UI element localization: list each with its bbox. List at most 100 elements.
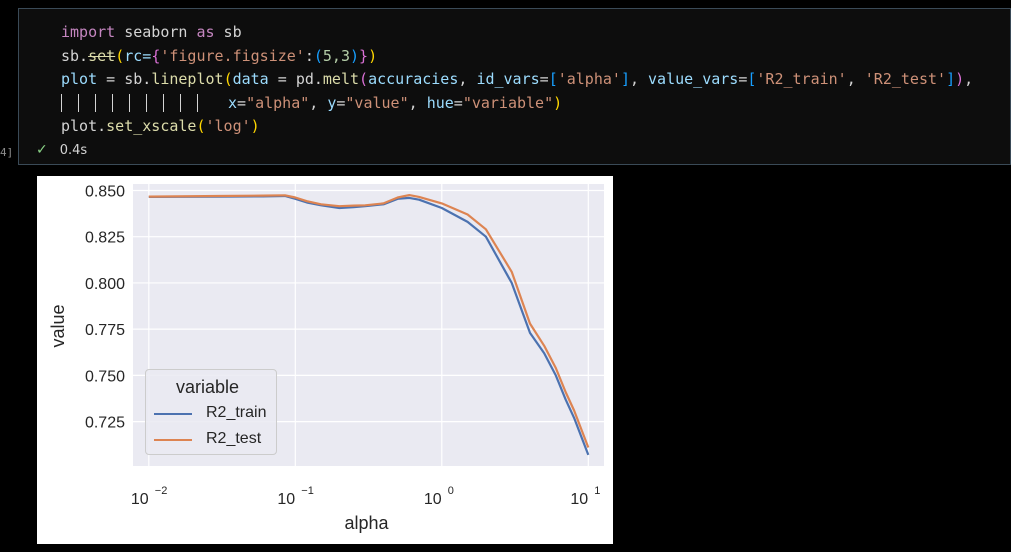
token: plot: [61, 70, 98, 88]
token: ]: [946, 70, 956, 88]
legend-item-test: R2_test: [154, 430, 274, 450]
x-tick-exponent: 1: [594, 485, 600, 497]
legend-swatch: [154, 413, 192, 415]
token: data: [232, 70, 269, 88]
indent-guide: [95, 93, 112, 112]
x-tick-exponent: 0: [448, 485, 454, 497]
token: =: [453, 93, 463, 112]
token: rc=: [124, 46, 152, 65]
legend-label: R2_test: [206, 430, 262, 447]
token: ): [553, 93, 563, 112]
series-line-R2_train: [148, 194, 590, 456]
token: {: [151, 46, 161, 65]
token: 'figure.figsize': [160, 46, 305, 65]
token: y: [327, 93, 337, 112]
token: pd.: [295, 70, 323, 88]
token: lineplot: [151, 70, 224, 88]
token: "alpha": [246, 93, 310, 112]
token: ): [955, 70, 965, 88]
token: "value": [345, 93, 409, 112]
token: melt: [322, 70, 360, 88]
token: ]: [620, 70, 630, 88]
token: 'R2_test': [864, 70, 947, 88]
token: seaborn: [115, 23, 197, 41]
token: accuracies: [368, 70, 459, 88]
token: 5,3: [322, 46, 350, 65]
y-tick-label: 0.775: [85, 322, 125, 339]
legend-swatch: [154, 439, 192, 441]
code-line-2: sb.set(rc={'figure.figsize':(5,3)}): [61, 47, 377, 65]
token: set: [88, 46, 116, 65]
token: sb.: [61, 46, 89, 65]
token: ,: [458, 70, 477, 88]
token: sb: [214, 23, 242, 41]
x-tick-label: 10: [131, 491, 149, 508]
token: import: [61, 23, 116, 41]
token: ): [350, 46, 360, 65]
execution-status: ✓ 0.4s: [36, 142, 87, 158]
check-icon: ✓: [36, 142, 48, 158]
token: ,: [964, 70, 974, 88]
token: =: [237, 93, 247, 112]
code-editor[interactable]: import seaborn as sb sb.set(rc={'figure.…: [61, 21, 973, 139]
indent-guide: [61, 93, 78, 112]
token: =: [336, 93, 346, 112]
token: (: [223, 70, 233, 88]
token: value_vars: [648, 70, 739, 88]
token: hue: [426, 93, 454, 112]
token: ,: [846, 70, 865, 88]
token: (: [359, 70, 369, 88]
code-cell[interactable]: import seaborn as sb sb.set(rc={'figure.…: [18, 8, 1011, 165]
token: 'alpha': [557, 70, 621, 88]
execution-time: 0.4s: [59, 143, 88, 158]
x-axis-label: alpha: [344, 513, 389, 533]
token: [: [548, 70, 558, 88]
indent-guide: [129, 93, 146, 112]
token: =: [97, 70, 125, 88]
token: :: [304, 46, 314, 65]
token: ,: [408, 93, 427, 112]
y-tick-label: 0.850: [85, 183, 125, 200]
token: 'R2_train': [756, 70, 847, 88]
cell-output: 0.725 0.750 0.775 0.800 0.825 0.850 10 −2 10 −1 10…: [37, 176, 613, 544]
indent-guide: [214, 94, 228, 112]
indent-guide: [163, 93, 180, 112]
token: }: [359, 46, 369, 65]
y-tick-label: 0.825: [85, 230, 125, 247]
x-tick-exponent: −2: [155, 485, 168, 497]
indent-guide: [180, 93, 197, 112]
indent-guide: [112, 93, 129, 112]
token: =: [738, 70, 748, 88]
series-line-R2_test: [148, 194, 590, 448]
legend-title: variable: [176, 377, 240, 397]
x-tick-label: 10: [424, 491, 442, 508]
y-tick-label: 0.750: [85, 368, 125, 385]
token: ): [368, 46, 378, 65]
y-tick-label: 0.800: [85, 276, 125, 293]
token: ,: [629, 70, 649, 88]
token: (: [196, 117, 206, 135]
indent-guide: [197, 93, 214, 112]
y-tick-label: 0.725: [85, 415, 125, 432]
token: as: [196, 23, 215, 41]
token: plot.: [61, 117, 107, 135]
x-tick-label: 10: [570, 491, 588, 508]
code-line-4: x="alpha", y="value", hue="variable"): [61, 93, 563, 112]
x-tick-exponent: −1: [301, 485, 314, 497]
token: (: [115, 46, 125, 65]
execution-count: 4]: [0, 146, 14, 159]
token: 'log': [205, 117, 251, 135]
code-line-5: plot.set_xscale('log'): [61, 117, 260, 135]
chart-legend: variable R2_train R2_test: [145, 369, 277, 455]
token: =: [539, 70, 549, 88]
token: ): [250, 117, 260, 135]
code-line-3: plot = sb.lineplot(data = pd.melt(accura…: [61, 70, 973, 88]
token: (: [313, 46, 323, 65]
token: x: [228, 93, 238, 112]
x-tick-label: 10: [277, 491, 295, 508]
token: =: [268, 70, 296, 88]
indent-guide: [146, 93, 163, 112]
token: set_xscale: [106, 117, 197, 135]
token: [: [747, 70, 757, 88]
